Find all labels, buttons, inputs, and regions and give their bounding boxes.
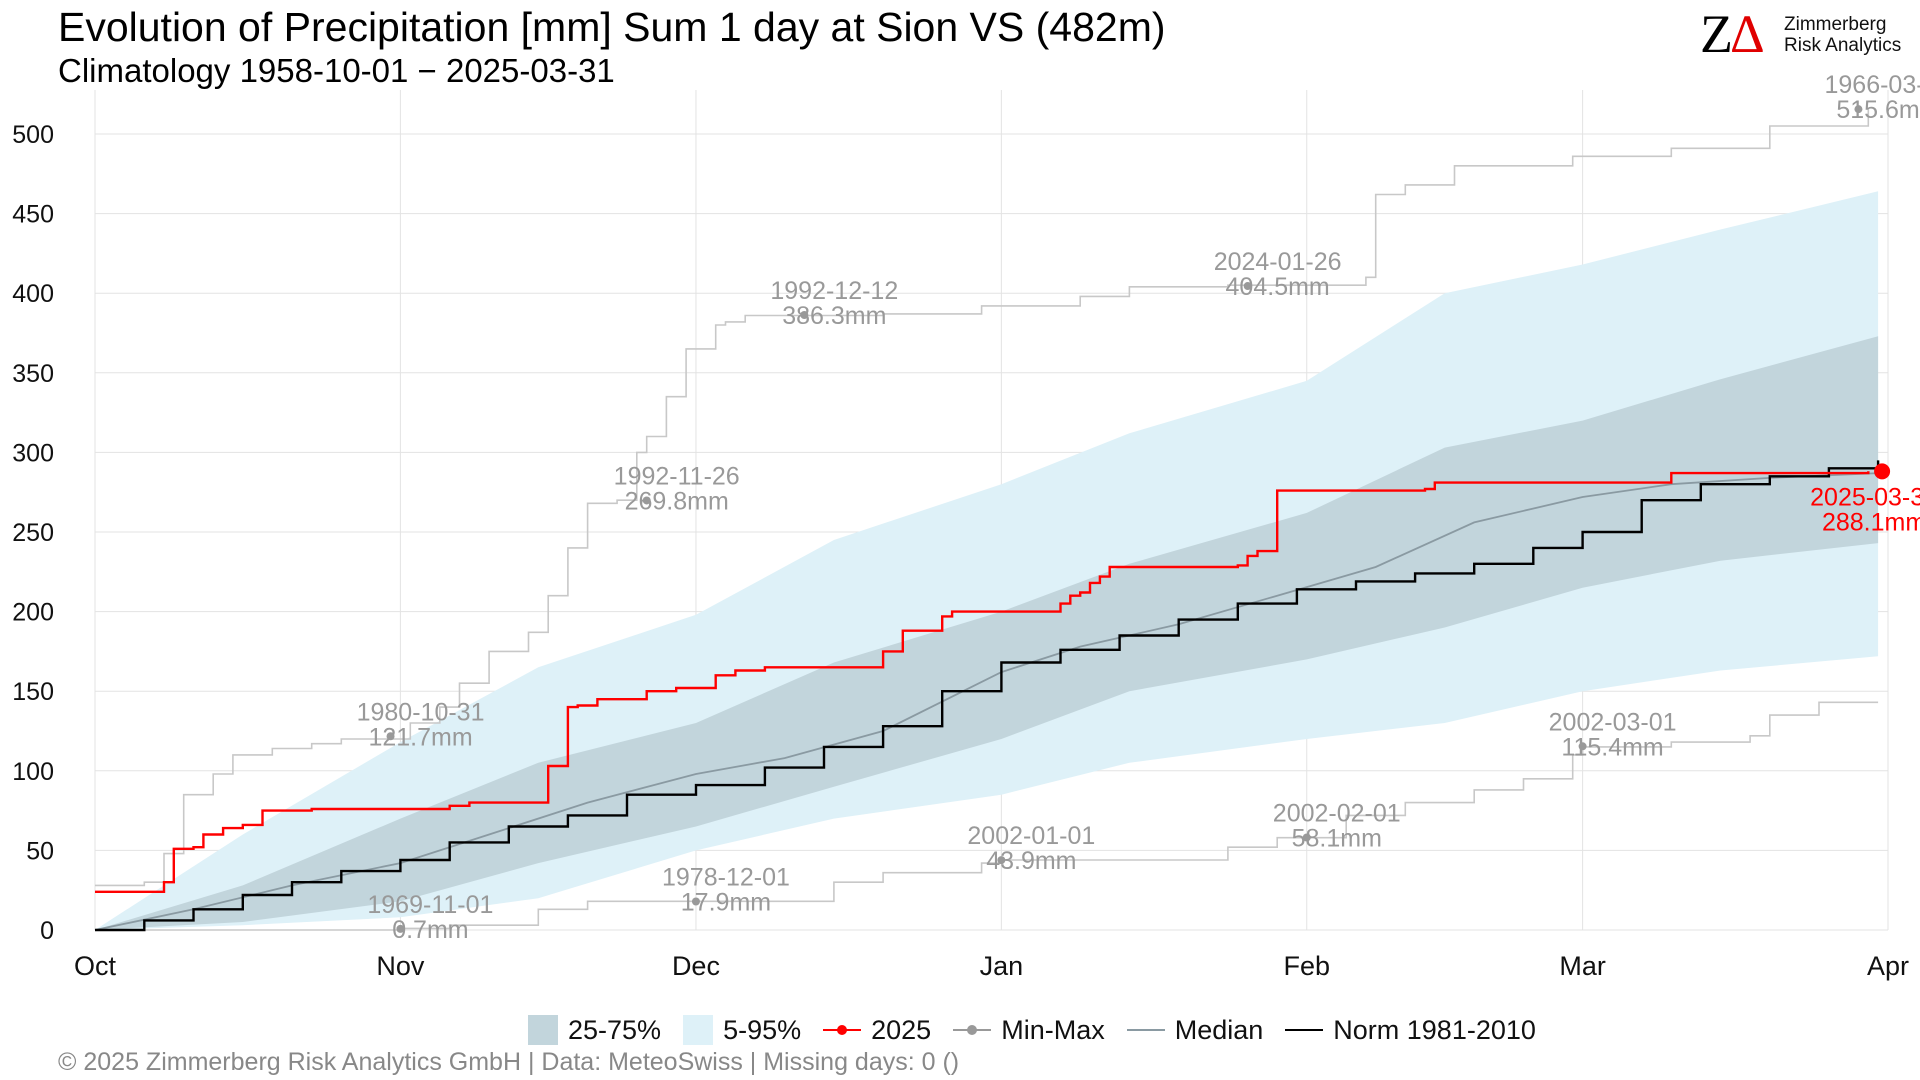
annotation-date: 2025-03-31 xyxy=(1810,483,1920,511)
annotation-value: 404.5mm xyxy=(1226,273,1330,301)
y-tick-label: 150 xyxy=(12,678,54,706)
legend-item-25-75: 25-75% xyxy=(528,1015,661,1046)
min-envelope-line xyxy=(95,701,1879,931)
annotation-value: 115.4mm xyxy=(1561,733,1663,761)
point-extreme xyxy=(691,897,700,906)
point-extreme xyxy=(396,924,405,933)
annotation-date: 1978-12-01 xyxy=(662,864,790,892)
y-tick-label: 100 xyxy=(12,758,54,786)
band-25-75 xyxy=(95,336,1879,930)
annotation-value: 269.8mm xyxy=(625,487,729,515)
legend-swatch-minmax xyxy=(953,1019,992,1041)
y-tick-label: 300 xyxy=(12,439,54,467)
point-extreme xyxy=(1854,105,1863,114)
annotation-value: 43.9mm xyxy=(986,847,1076,875)
quantile-bands xyxy=(95,191,1879,931)
logo-mark: ZΔ xyxy=(1700,4,1765,64)
x-tick-label: Apr xyxy=(1867,951,1909,981)
annotation-points xyxy=(386,105,1891,933)
legend-label-norm: Norm 1981-2010 xyxy=(1333,1014,1536,1045)
legend-label-minmax: Min-Max xyxy=(1001,1014,1105,1045)
point-extreme xyxy=(1578,742,1587,751)
legend-swatch-5-95 xyxy=(683,1015,714,1045)
y-tick-label: 200 xyxy=(12,599,54,627)
point-extreme xyxy=(800,311,809,320)
logo-name: Zimmerberg Risk Analytics xyxy=(1784,14,1901,56)
y-tick-label: 500 xyxy=(12,121,54,149)
legend-swatch-25-75 xyxy=(528,1015,558,1045)
x-tick-label: Dec xyxy=(672,951,720,981)
annotation-date: 1980-10-31 xyxy=(357,698,485,726)
y-tick-label: 50 xyxy=(26,837,54,865)
annotation-date: 1992-11-26 xyxy=(614,462,740,490)
norm-1981-2010-line xyxy=(95,460,1880,932)
annotation-value: 58.1mm xyxy=(1292,825,1382,853)
legend-item-median: Median xyxy=(1126,1014,1264,1046)
legend-swatch-norm xyxy=(1285,1019,1324,1041)
point-2025-last xyxy=(1874,463,1891,480)
legend-item-minmax: Min-Max xyxy=(953,1015,1105,1046)
y-tick-label: 400 xyxy=(12,280,54,308)
annotation-value: 288.1mm xyxy=(1822,508,1920,536)
y-tick-label: 250 xyxy=(12,519,54,547)
x-tick-label: Feb xyxy=(1283,951,1330,981)
series-lines xyxy=(94,108,1880,932)
legend-item-5-95: 5-95% xyxy=(683,1015,801,1046)
annotation-value: 121.7mm xyxy=(368,723,472,751)
annotation-value: 0.7mm xyxy=(392,916,468,944)
x-tick-label: Nov xyxy=(376,951,425,981)
y-axis-ticks: 0 50 100 150 200 250 300 350 400 450 500 xyxy=(12,121,54,945)
legend-label-5-95: 5-95% xyxy=(723,1014,802,1045)
annotation-date: 1966-03-29 xyxy=(1824,71,1920,99)
legend-label-25-75: 25-75% xyxy=(568,1014,662,1045)
x-tick-label: Jan xyxy=(980,951,1024,981)
series-2025-line xyxy=(95,471,1870,893)
legend-label-median: Median xyxy=(1174,1014,1264,1045)
annotation-date: 2024-01-26 xyxy=(1214,248,1342,276)
point-extreme xyxy=(1302,833,1311,842)
company-logo: ZΔ Zimmerberg Risk Analytics xyxy=(1700,6,1915,62)
point-extreme xyxy=(1243,282,1252,291)
x-tick-label: Mar xyxy=(1559,951,1606,981)
x-tick-label: Oct xyxy=(74,951,117,981)
chart-subtitle: Climatology 1958-10-01 − 2025-03-31 xyxy=(58,52,615,89)
legend-label-2025: 2025 xyxy=(871,1014,932,1045)
point-extreme xyxy=(386,732,395,741)
band-5-95 xyxy=(95,191,1879,931)
chart-title: Evolution of Precipitation [mm] Sum 1 da… xyxy=(58,4,1166,50)
annotation-date: 2002-01-01 xyxy=(967,822,1095,850)
logo-name-line1: Zimmerberg xyxy=(1784,14,1887,35)
legend-item-2025: 2025 xyxy=(823,1015,931,1046)
footer-credits: © 2025 Zimmerberg Risk Analytics GmbH | … xyxy=(58,1048,960,1076)
logo-name-line2: Risk Analytics xyxy=(1784,35,1902,56)
point-extreme xyxy=(642,496,651,505)
annotation-date: 1969-11-01 xyxy=(367,891,493,919)
annotation-date: 2002-03-01 xyxy=(1549,708,1677,736)
point-extreme xyxy=(997,856,1006,865)
annotation-date: 2002-02-01 xyxy=(1273,800,1401,828)
x-axis-ticks: Oct Nov Dec Jan Feb Mar Apr xyxy=(74,951,1909,981)
y-tick-label: 350 xyxy=(12,360,54,388)
annotation-value: 17.9mm xyxy=(681,889,771,917)
annotation-value: 386.3mm xyxy=(782,302,886,330)
legend-swatch-2025 xyxy=(823,1019,862,1041)
legend-item-norm: Norm 1981-2010 xyxy=(1285,1015,1536,1046)
annotation-date: 1992-12-12 xyxy=(770,277,898,305)
y-tick-label: 450 xyxy=(12,201,54,229)
annotation-value: 515.6mm xyxy=(1836,96,1920,124)
max-envelope-line xyxy=(95,108,1870,887)
y-tick-label: 0 xyxy=(40,917,54,945)
legend-swatch-median xyxy=(1126,1019,1165,1041)
chart-legend: 25-75% 5-95% 2025 Min-Max Median Norm 19… xyxy=(528,1010,1558,1050)
